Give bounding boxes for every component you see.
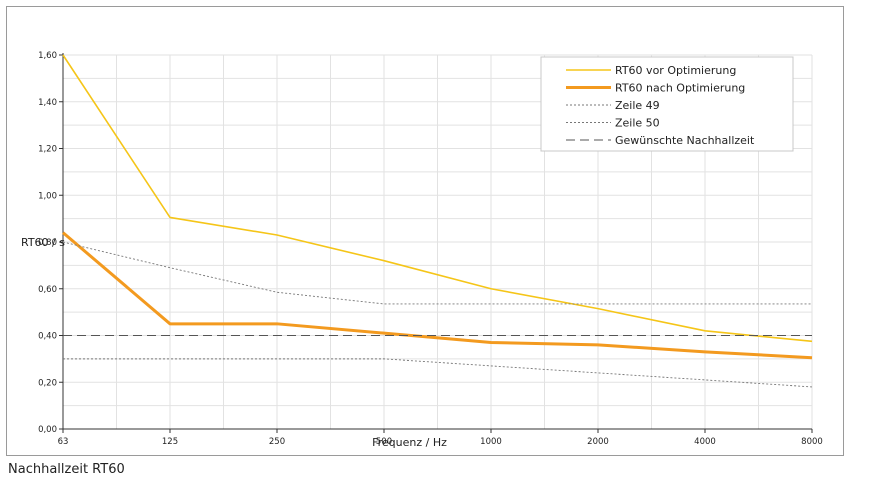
y-tick-label: 0,60 — [38, 285, 57, 295]
legend-label-3: Zeile 49 — [615, 99, 660, 112]
y-tick-label: 1,00 — [38, 191, 57, 201]
y-tick-label: 0,80 — [38, 238, 57, 248]
legend-label-5: Gewünschte Nachhallzeit — [615, 134, 755, 147]
x-tick-label: 125 — [162, 437, 178, 447]
legend-box — [540, 56, 794, 152]
x-tick-label: 8000 — [801, 437, 823, 447]
legend: RT60 vor Optimierung RT60 nach Optimierun… — [540, 56, 794, 152]
y-tick-label: 0,40 — [38, 332, 57, 342]
legend-label-4: Zeile 50 — [615, 117, 660, 130]
series-line-4 — [63, 358, 813, 388]
y-tick-label: 1,60 — [38, 51, 57, 61]
x-tick-label: 1000 — [480, 437, 502, 447]
y-tick-label: 1,20 — [38, 145, 57, 155]
y-axis-label: RT60 / s — [21, 236, 65, 249]
y-tick-label: 0,20 — [38, 378, 57, 388]
legend-label-2: RT60 nach Optimierung — [615, 82, 745, 95]
chart-frame: 0,00 0,20 0,40 0,60 0,80 1,00 1,20 1,40 1,60 63 1… — [6, 6, 844, 456]
x-tick-label: 250 — [269, 437, 285, 447]
x-tick-label: 63 — [58, 437, 69, 447]
series-line-2 — [62, 231, 813, 360]
line-chart: 0,00 0,20 0,40 0,60 0,80 1,00 1,20 1,40 1,60 63 1… — [21, 51, 823, 449]
series-line-3 — [62, 241, 812, 305]
chart-caption: Nachhallzeit RT60 — [8, 462, 125, 477]
y-tick-label: 1,40 — [38, 98, 57, 108]
series-lines — [62, 54, 813, 388]
series-line-1 — [62, 54, 813, 343]
legend-label-1: RT60 vor Optimierung — [615, 64, 736, 77]
x-axis-label: Frequenz / Hz — [372, 436, 447, 449]
y-tick-label: 0,00 — [38, 425, 57, 435]
x-tick-label: 500 — [376, 437, 392, 447]
x-tick-label: 2000 — [587, 437, 609, 447]
x-tick-label: 4000 — [694, 437, 716, 447]
x-axis-ticks: 63 125 250 500 1000 2000 4000 8000 — [58, 429, 823, 447]
y-axis-ticks: 0,00 0,20 0,40 0,60 0,80 1,00 1,20 1,40 1,60 — [38, 51, 63, 435]
